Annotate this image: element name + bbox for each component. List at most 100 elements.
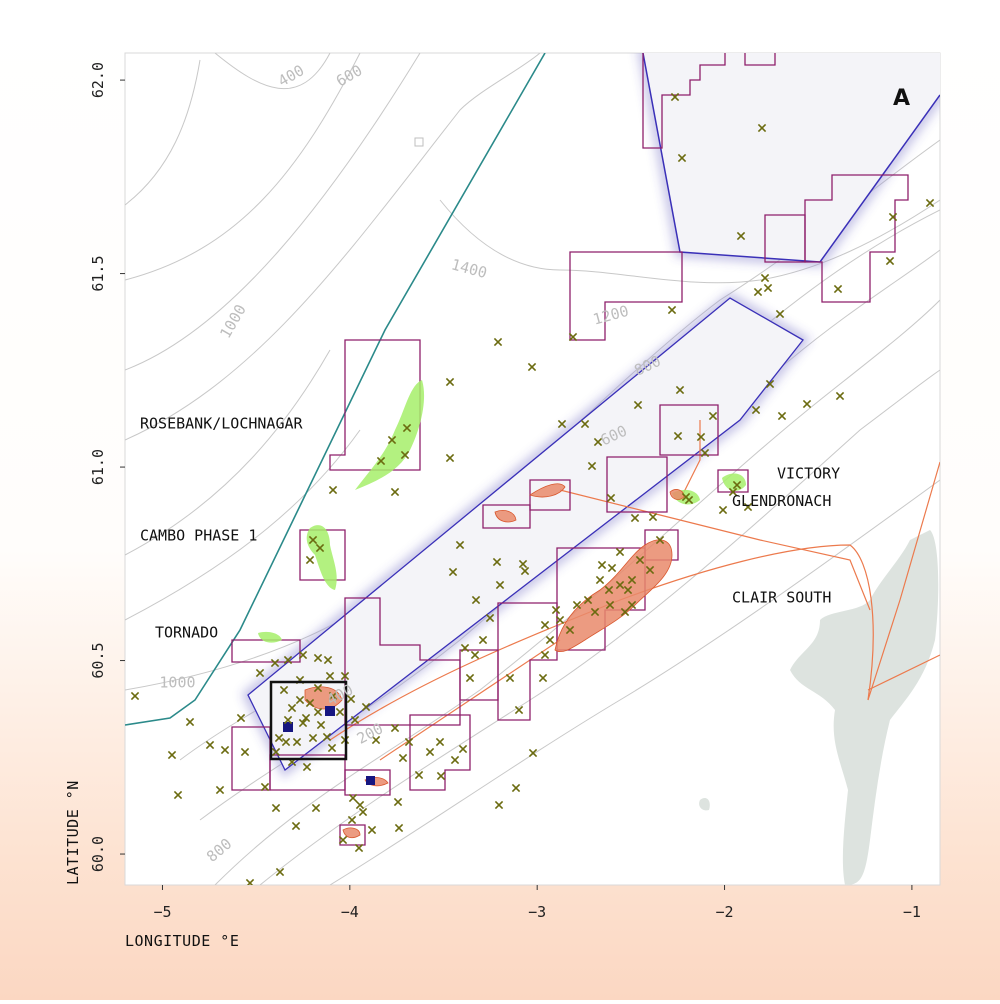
well-marker	[301, 713, 311, 723]
well-marker	[398, 753, 408, 763]
map-layers	[125, 53, 940, 885]
field-label: TORNADO	[155, 623, 218, 641]
well-marker	[673, 431, 683, 441]
well-marker	[623, 585, 633, 595]
well-marker	[305, 698, 315, 708]
well-marker	[572, 600, 582, 610]
well-marker	[448, 567, 458, 577]
well-marker	[833, 284, 843, 294]
well-marker	[465, 673, 475, 683]
protected-areas	[241, 53, 940, 778]
well-marker	[295, 695, 305, 705]
well-marker	[732, 480, 742, 490]
well-marker	[675, 385, 685, 395]
well-marker	[292, 737, 302, 747]
well-marker	[888, 212, 898, 222]
well-marker	[279, 685, 289, 695]
well-marker	[445, 453, 455, 463]
facility-markers	[283, 706, 375, 785]
well-marker	[615, 547, 625, 557]
well-marker	[606, 493, 616, 503]
well-marker	[551, 605, 561, 615]
well-marker	[493, 337, 503, 347]
well-marker	[445, 377, 455, 387]
well-marker	[358, 807, 368, 817]
well-marker	[518, 559, 528, 569]
well-marker	[514, 705, 524, 715]
well-marker	[404, 737, 414, 747]
well-marker	[655, 535, 665, 545]
well-marker	[760, 273, 770, 283]
field-label: ROSEBANK/LOCHNAGAR	[140, 414, 304, 432]
well-marker	[494, 800, 504, 810]
x-axis-title: LONGITUDE °E	[125, 932, 239, 950]
well-marker	[455, 540, 465, 550]
well-marker	[505, 673, 515, 683]
well-marker	[240, 747, 250, 757]
well-marker	[604, 585, 614, 595]
well-marker	[167, 750, 177, 760]
well-marker	[700, 448, 710, 458]
well-marker	[460, 643, 470, 653]
field-label: CAMBO PHASE 1	[140, 527, 257, 545]
well-marker	[684, 495, 694, 505]
well-marker	[620, 607, 630, 617]
well-marker	[220, 745, 230, 755]
well-marker	[885, 256, 895, 266]
well-marker	[402, 423, 412, 433]
well-marker	[590, 607, 600, 617]
well-marker	[557, 419, 567, 429]
well-marker	[580, 419, 590, 429]
well-marker	[414, 770, 424, 780]
x-tick-label: −1	[903, 903, 921, 921]
well-marker	[630, 513, 640, 523]
well-marker	[270, 658, 280, 668]
y-tick-label: 60.5	[89, 642, 107, 678]
well-marker	[450, 755, 460, 765]
well-marker	[215, 785, 225, 795]
well-marker	[627, 600, 637, 610]
well-marker	[291, 821, 301, 831]
well-marker	[371, 735, 381, 745]
well-marker	[527, 362, 537, 372]
well-marker	[492, 557, 502, 567]
well-marker	[757, 123, 767, 133]
well-marker	[354, 843, 364, 853]
well-marker	[271, 803, 281, 813]
well-marker	[667, 305, 677, 315]
well-marker	[471, 595, 481, 605]
well-marker	[458, 744, 468, 754]
well-marker	[313, 653, 323, 663]
well-marker	[583, 595, 593, 605]
well-marker	[394, 823, 404, 833]
y-tick-label: 61.5	[89, 256, 107, 292]
well-marker	[511, 783, 521, 793]
well-marker	[436, 771, 446, 781]
well-marker	[205, 740, 215, 750]
well-marker	[400, 450, 410, 460]
well-marker	[271, 747, 281, 757]
well-marker	[328, 691, 338, 701]
field-labels: ROSEBANK/LOCHNAGAR CAMBO PHASE 1 TORNADO VI…	[140, 414, 840, 641]
well-marker	[615, 580, 625, 590]
well-marker	[316, 720, 326, 730]
well-marker	[775, 309, 785, 319]
y-axis-title: LATITUDE °N	[64, 780, 82, 885]
well-marker	[835, 391, 845, 401]
oil-fields	[304, 483, 685, 839]
well-marker	[325, 671, 335, 681]
y-tick-label: 62.0	[89, 62, 107, 98]
well-marker	[393, 797, 403, 807]
field-label: CLAIR SOUTH	[732, 589, 831, 607]
well-marker	[350, 715, 360, 725]
well-markers	[130, 92, 935, 885]
well-marker	[376, 456, 386, 466]
well-marker	[751, 405, 761, 415]
well-marker	[348, 793, 358, 803]
well-marker	[236, 713, 246, 723]
well-marker	[568, 332, 578, 342]
y-tick-label: 60.0	[89, 836, 107, 872]
well-marker	[390, 487, 400, 497]
well-marker	[743, 502, 753, 512]
